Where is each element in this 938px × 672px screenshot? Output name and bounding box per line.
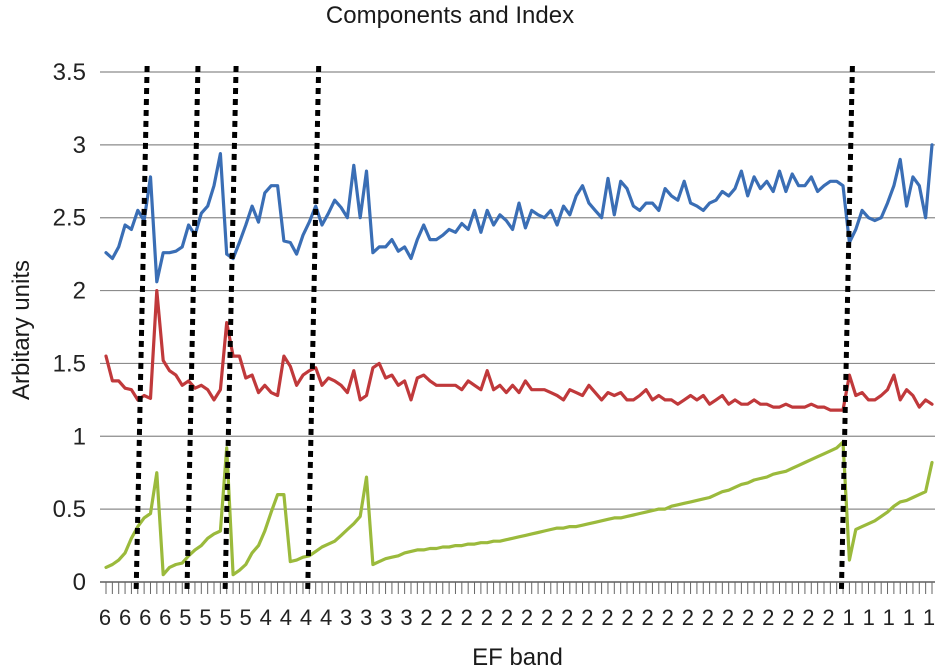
y-tick-label: 3 <box>73 132 86 159</box>
series-line-2 <box>104 289 934 412</box>
x-axis-label: EF band <box>472 644 563 671</box>
x-tick-label: 2 <box>762 605 774 630</box>
x-tick-label: 1 <box>903 605 915 630</box>
x-tick-label: 2 <box>420 605 432 630</box>
x-tick-label: 2 <box>722 605 734 630</box>
x-tick-label: 2 <box>441 605 453 630</box>
x-tick-label: 1 <box>863 605 875 630</box>
chart-title: Components and Index <box>325 2 575 29</box>
x-tick-label: 2 <box>561 605 573 630</box>
x-tick-label: 4 <box>280 605 292 630</box>
x-tick-label: 3 <box>360 605 372 630</box>
x-tick-label: 2 <box>782 605 794 630</box>
x-tick-label: 5 <box>199 605 211 630</box>
x-tick-label: 2 <box>802 605 814 630</box>
x-tick-label: 2 <box>642 605 654 630</box>
x-tick-label: 2 <box>461 605 473 630</box>
series-line-1 <box>104 143 934 284</box>
x-tick-label: 2 <box>541 605 553 630</box>
series-line-3 <box>104 440 934 577</box>
x-tick-label: 2 <box>822 605 834 630</box>
x-tick-label: 1 <box>883 605 895 630</box>
x-tick-label: 2 <box>521 605 533 630</box>
x-tick-label: 6 <box>119 605 131 630</box>
x-tick-label: 5 <box>179 605 191 630</box>
x-tick-label: 6 <box>99 605 111 630</box>
x-tick-label: 2 <box>682 605 694 630</box>
x-tick-label: 1 <box>842 605 854 630</box>
x-tick-label: 2 <box>601 605 613 630</box>
x-tick-label: 3 <box>400 605 412 630</box>
y-tick-label: 0 <box>73 569 86 596</box>
x-tick-label: 2 <box>702 605 714 630</box>
x-tick-label: 2 <box>621 605 633 630</box>
y-tick-label: 1.5 <box>53 350 86 377</box>
x-tick-label: 6 <box>159 605 171 630</box>
x-tick-label: 5 <box>240 605 252 630</box>
x-tick-label: 3 <box>340 605 352 630</box>
x-tick-label: 4 <box>260 605 272 630</box>
x-tick-label: 2 <box>481 605 493 630</box>
x-tick-label: 5 <box>219 605 231 630</box>
y-tick-label: 0.5 <box>53 496 86 523</box>
y-tick-label: 2.5 <box>53 205 86 232</box>
x-tick-label: 3 <box>380 605 392 630</box>
y-tick-label: 3.5 <box>53 59 86 86</box>
x-tick-label: 2 <box>662 605 674 630</box>
x-tick-label: 1 <box>923 605 935 630</box>
x-tick-label: 4 <box>320 605 332 630</box>
y-tick-label: 2 <box>73 278 86 305</box>
x-tick-label: 4 <box>300 605 312 630</box>
x-tick-label: 2 <box>581 605 593 630</box>
x-tick-label: 2 <box>501 605 513 630</box>
x-tick-label: 2 <box>742 605 754 630</box>
y-tick-label: 1 <box>73 423 86 450</box>
x-tick-label: 6 <box>139 605 151 630</box>
